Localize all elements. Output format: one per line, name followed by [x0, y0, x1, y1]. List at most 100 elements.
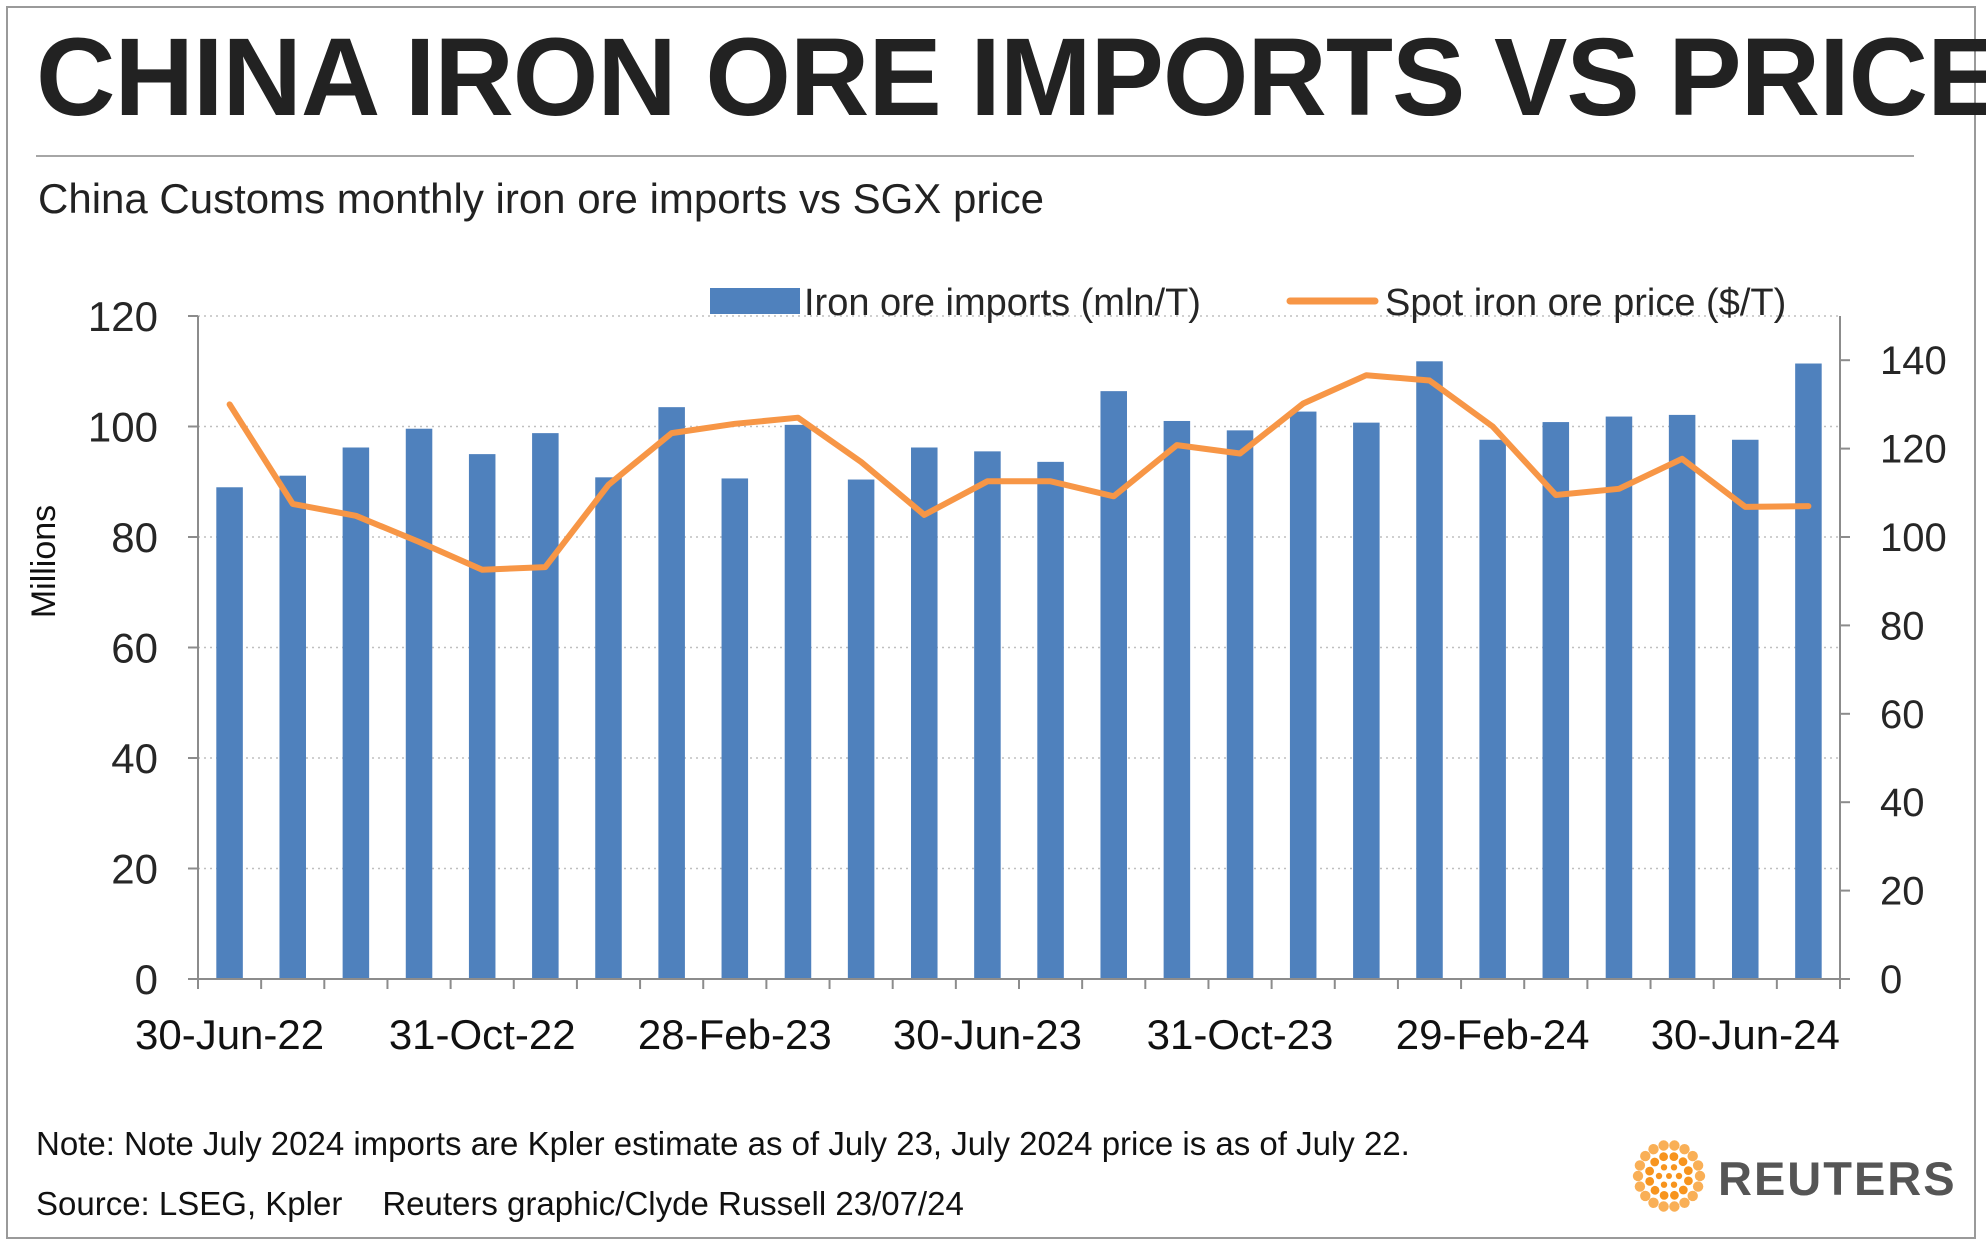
logo-dot: [1678, 1157, 1688, 1167]
x-tick-label: 29-Feb-24: [1396, 1011, 1590, 1058]
bar: [1795, 363, 1822, 979]
logo-dot: [1632, 1170, 1644, 1182]
logo-dot: [1670, 1190, 1679, 1200]
price-line: [226, 372, 1812, 573]
logo-dot: [1684, 1176, 1693, 1186]
y2-tick-label: 120: [1880, 428, 1947, 472]
source-line: Source: LSEG, Kpler Reuters graphic/Clyde…: [36, 1185, 964, 1223]
logo-dot: [1650, 1185, 1660, 1195]
y2-tick-label: 80: [1880, 604, 1925, 648]
bar: [974, 451, 1001, 979]
y-tick-label: 60: [111, 625, 158, 672]
line-series-price: [226, 372, 1812, 573]
legend-label-imports: Iron ore imports (mln/T): [804, 282, 1201, 324]
logo-dot: [1645, 1177, 1655, 1186]
logo-dot: [1634, 1181, 1646, 1192]
logo-dot: [1659, 1191, 1669, 1200]
bar: [847, 479, 875, 979]
gridlines: [198, 315, 1840, 870]
legend-swatch-imports: [710, 288, 800, 314]
bar: [216, 487, 243, 979]
chart-subtitle: China Customs monthly iron ore imports v…: [38, 175, 1045, 222]
logo-dot: [1675, 1172, 1683, 1180]
logo-dot: [1660, 1164, 1668, 1171]
axes: 0 20 40 60 80 100 120 0 20 40 60 80 100 120 140 30-Jun-…: [25, 293, 1947, 1058]
bar: [1732, 439, 1759, 979]
bar: [1226, 430, 1254, 979]
logo-dot: [1669, 1201, 1680, 1212]
bar: [911, 447, 938, 979]
x-tick-label: 30-Jun-24: [1651, 1011, 1840, 1058]
logo-dot: [1669, 1152, 1679, 1161]
logo-dot: [1687, 1190, 1698, 1202]
logo-dot: [1679, 1144, 1690, 1155]
y2-tick-label: 140: [1880, 339, 1947, 383]
logo-dot: [1670, 1164, 1678, 1171]
bar: [1353, 422, 1380, 979]
logo-dot: [1687, 1150, 1698, 1162]
y-axis-label: Millions: [25, 505, 63, 618]
logo-dot: [1640, 1190, 1651, 1202]
bar: [595, 477, 622, 979]
bar: [1289, 411, 1317, 979]
y-tick-label: 120: [88, 293, 158, 340]
y-tick-label: 80: [111, 514, 158, 561]
bar: [658, 407, 685, 980]
x-tick-label: 30-Jun-22: [135, 1011, 324, 1058]
bar: [1100, 391, 1127, 979]
bar: [1605, 416, 1633, 979]
legend-label-price: Spot iron ore price ($/T): [1385, 282, 1786, 324]
logo-dot: [1694, 1170, 1706, 1182]
legend: Iron ore imports (mln/T) Spot iron ore pr…: [710, 282, 1786, 324]
reuters-dot-logo-icon: [1632, 1140, 1706, 1212]
bar: [1668, 414, 1696, 980]
logo-dot: [1648, 1144, 1659, 1155]
y2-tick-label: 40: [1880, 781, 1925, 825]
logo-dot: [1640, 1150, 1651, 1162]
bar: [1542, 422, 1570, 980]
x-tick-label: 31-Oct-23: [1147, 1011, 1334, 1058]
y-tick-label: 40: [111, 735, 158, 782]
bar: [1479, 439, 1506, 979]
credit-text: Reuters graphic/Clyde Russell 23/07/24: [382, 1185, 964, 1222]
logo-dot: [1659, 1152, 1668, 1162]
logo-dot: [1666, 1173, 1672, 1179]
y2-tick-label: 20: [1880, 870, 1925, 914]
bar: [342, 447, 370, 979]
logo-dot: [1683, 1166, 1693, 1175]
bar: [721, 478, 749, 979]
logo-dot: [1645, 1166, 1654, 1176]
y2-tick-label: 0: [1880, 958, 1902, 1002]
bar: [532, 433, 559, 979]
x-tick-label: 30-Jun-23: [893, 1011, 1082, 1058]
logo-dot: [1669, 1140, 1680, 1151]
logo-dot: [1692, 1181, 1704, 1192]
bar: [1416, 361, 1443, 979]
footnote: Note: Note July 2024 imports are Kpler e…: [36, 1125, 1410, 1162]
logo-dot: [1655, 1172, 1663, 1180]
x-tick-label: 28-Feb-23: [638, 1011, 832, 1058]
logo-dot: [1648, 1197, 1659, 1208]
title-divider: [36, 155, 1914, 157]
x-tick-label: 31-Oct-22: [389, 1011, 576, 1058]
logo-dot: [1658, 1201, 1669, 1212]
logo-dot: [1670, 1181, 1678, 1188]
logo-text: REUTERS: [1718, 1152, 1957, 1205]
logo-dot: [1660, 1181, 1668, 1188]
bar-series-imports: [216, 361, 1822, 980]
logo-dot: [1692, 1160, 1704, 1171]
logo-dot: [1678, 1185, 1688, 1195]
bar: [1163, 420, 1191, 980]
y-tick-label: 20: [111, 846, 158, 893]
bar: [279, 475, 306, 979]
chart-title: CHINA IRON ORE IMPORTS VS PRICE: [36, 16, 1986, 139]
logo-dot: [1679, 1197, 1690, 1208]
combo-chart: 0 20 40 60 80 100 120 0 20 40 60 80 100 120 140 30-Jun-…: [25, 282, 1947, 1058]
y-tick-label: 100: [88, 404, 158, 451]
logo-dot: [1658, 1140, 1669, 1151]
bar: [784, 424, 812, 979]
y2-tick-label: 60: [1880, 693, 1925, 737]
y2-tick-label: 100: [1880, 516, 1947, 560]
logo-dot: [1634, 1160, 1646, 1171]
bar: [468, 454, 496, 979]
